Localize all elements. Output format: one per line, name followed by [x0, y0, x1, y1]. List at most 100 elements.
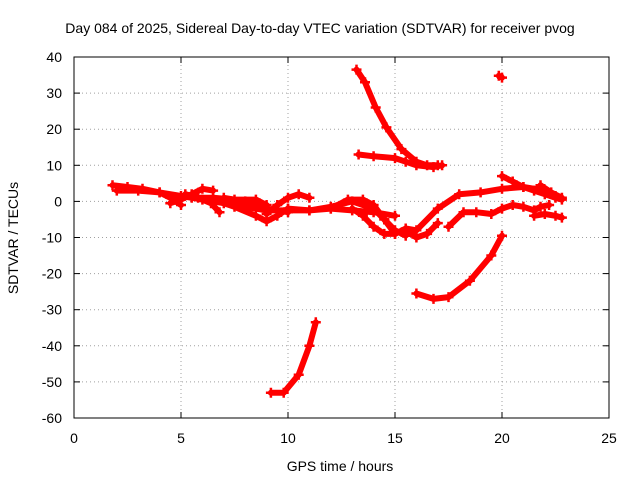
data-point: [411, 288, 422, 299]
data-point: [304, 205, 315, 216]
data-point: [379, 228, 390, 239]
data-point: [250, 210, 261, 221]
data-point: [111, 185, 122, 196]
data-point: [432, 218, 443, 229]
data-point: [458, 207, 469, 218]
y-tick-label: 30: [46, 85, 62, 101]
data-point: [497, 230, 507, 241]
data-point: [497, 72, 507, 83]
data-point: [486, 250, 497, 261]
data-point: [529, 210, 540, 221]
data-point: [154, 187, 165, 198]
series-arc-15: [353, 149, 448, 173]
data-point: [229, 201, 240, 212]
data-point: [176, 194, 186, 205]
data-point: [497, 203, 507, 214]
data-point: [283, 192, 293, 203]
data-point: [507, 200, 518, 210]
data-point: [261, 209, 272, 219]
y-tick-label: 20: [46, 121, 62, 137]
data-point: [347, 203, 358, 214]
data-point: [208, 194, 219, 205]
data-point: [278, 387, 289, 398]
data-point: [342, 194, 353, 205]
chart-title: Day 084 of 2025, Sidereal Day-to-day VTE…: [65, 20, 574, 36]
series-arc-12: [400, 218, 443, 243]
series-arc-20: [535, 180, 567, 203]
data-point: [432, 203, 443, 214]
data-point: [475, 187, 486, 198]
data-point: [240, 196, 251, 207]
data-point: [390, 228, 400, 239]
data-point: [325, 203, 336, 214]
data-point: [422, 228, 433, 239]
data-point: [400, 225, 411, 236]
x-tick-label: 5: [177, 430, 185, 446]
data-point: [379, 214, 390, 225]
data-point: [357, 210, 368, 221]
data-point: [486, 209, 497, 219]
data-point: [370, 102, 381, 113]
data-point: [186, 192, 197, 203]
series-trace: [267, 319, 319, 396]
data-point: [443, 221, 454, 232]
data-point: [437, 160, 448, 171]
data-point: [133, 185, 144, 196]
data-point: [265, 387, 276, 398]
data-point: [107, 180, 118, 191]
data-point: [464, 275, 475, 286]
data-point: [556, 192, 567, 203]
data-point: [357, 194, 368, 205]
y-tick-label: 0: [54, 193, 62, 209]
data-point: [428, 162, 439, 173]
series-trace: [220, 194, 291, 216]
series-arc-21: [493, 70, 507, 83]
y-tick-label: -50: [42, 374, 62, 390]
data-point: [396, 144, 407, 155]
data-point: [535, 201, 546, 212]
x-tick-label: 25: [601, 430, 617, 446]
y-tick-label: -10: [42, 230, 62, 246]
y-tick-label: 40: [46, 49, 62, 65]
data-point: [471, 207, 482, 218]
series-trace: [413, 232, 505, 302]
data-point: [518, 182, 529, 192]
data-point: [283, 203, 293, 214]
data-point: [304, 192, 315, 203]
data-point: [304, 340, 315, 351]
y-tick-label: -20: [42, 266, 62, 282]
data-point: [518, 201, 529, 212]
series-arc-16: [411, 230, 507, 304]
data-point: [351, 64, 362, 75]
data-point: [529, 185, 540, 196]
data-point: [411, 160, 422, 171]
data-point: [443, 292, 454, 303]
data-point: [293, 189, 304, 200]
axis-layer: 0 5 10 15 20 25 40 30 20 10 0 -10 -20 -30 -40 -50 -60: [42, 49, 617, 446]
data-point: [539, 209, 550, 219]
data-point: [214, 207, 225, 218]
series-trace: [327, 196, 398, 237]
data-point: [368, 200, 379, 210]
y-tick-label: -30: [42, 302, 62, 318]
data-point: [368, 151, 379, 162]
data-point: [390, 153, 400, 164]
data-point: [218, 192, 229, 203]
data-point: [411, 232, 422, 243]
data-point: [390, 210, 400, 221]
series-trace: [353, 66, 441, 169]
data-point: [507, 176, 518, 187]
y-tick-label: 10: [46, 157, 62, 173]
data-point: [497, 171, 507, 182]
data-point: [272, 200, 283, 210]
data-point: [197, 183, 208, 194]
data-point: [454, 189, 465, 200]
x-tick-label: 10: [280, 430, 296, 446]
data-point: [368, 221, 379, 232]
data-point: [293, 369, 304, 380]
data-point: [360, 77, 370, 88]
data-layer: [107, 64, 567, 398]
x-axis-label: GPS time / hours: [287, 458, 394, 474]
